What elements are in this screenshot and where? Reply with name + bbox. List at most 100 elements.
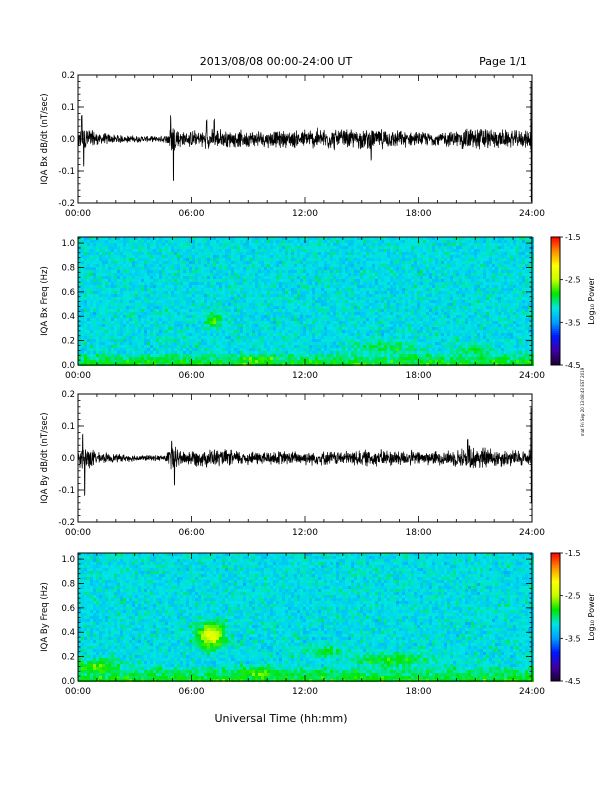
spectrogram-cell <box>336 306 339 309</box>
spectrogram-cell <box>354 255 357 258</box>
spectrogram-cell <box>360 267 363 270</box>
spectrogram-cell <box>315 249 318 252</box>
spectrogram-cell <box>249 255 252 258</box>
spectrogram-cell <box>270 309 273 312</box>
spectrogram-cell <box>159 258 162 261</box>
spectrogram-cell <box>360 288 363 291</box>
spectrogram-cell <box>93 288 96 291</box>
spectrogram-cell <box>357 324 360 327</box>
spectrogram-cell <box>231 306 234 309</box>
spectrogram-cell <box>240 294 243 297</box>
spectrogram-cell <box>123 291 126 294</box>
spectrogram-cell <box>357 348 360 351</box>
spectrogram-cell <box>294 318 297 321</box>
spectrogram-cell <box>330 300 333 303</box>
spectrogram-cell <box>153 297 156 300</box>
spectrogram-cell <box>306 351 309 354</box>
spectrogram-cell <box>309 348 312 351</box>
spectrogram-cell <box>180 318 183 321</box>
spectrogram-cell <box>225 270 228 273</box>
y-tick-label: 0.2 <box>61 71 75 81</box>
spectrogram-cell <box>231 309 234 312</box>
spectrogram-cell <box>339 246 342 249</box>
spectrogram-cell <box>210 309 213 312</box>
spectrogram-cell <box>210 276 213 279</box>
spectrogram-cell <box>345 279 348 282</box>
spectrogram-cell <box>99 324 102 327</box>
spectrogram-cell <box>267 303 270 306</box>
spectrogram-cell <box>291 264 294 267</box>
spectrogram-cell <box>390 309 393 312</box>
spectrogram-cell <box>375 279 378 282</box>
spectrogram-cell <box>348 252 351 255</box>
spectrogram-cell <box>399 261 402 264</box>
spectrogram-cell <box>129 354 132 357</box>
spectrogram-cell <box>165 297 168 300</box>
spectrogram-cell <box>270 318 273 321</box>
spectrogram-cell <box>240 243 243 246</box>
spectrogram-cell <box>132 285 135 288</box>
spectrogram-cell <box>402 339 405 342</box>
spectrogram-cell <box>396 321 399 324</box>
spectrogram-cell <box>87 333 90 336</box>
spectrogram-cell <box>264 261 267 264</box>
spectrogram-cell <box>141 339 144 342</box>
spectrogram-cell <box>237 354 240 357</box>
spectrogram-cell <box>408 321 411 324</box>
spectrogram-cell <box>318 237 321 240</box>
spectrogram-cell <box>297 318 300 321</box>
spectrogram-cell <box>249 312 252 315</box>
spectrogram-cell <box>186 258 189 261</box>
spectrogram-cell <box>249 333 252 336</box>
spectrogram-cell <box>222 327 225 330</box>
spectrogram-cell <box>78 264 81 267</box>
spectrogram-cell <box>312 318 315 321</box>
spectrogram-cell <box>93 267 96 270</box>
spectrogram-cell <box>240 315 243 318</box>
spectrogram-cell <box>309 306 312 309</box>
spectrogram-cell <box>99 330 102 333</box>
spectrogram-cell <box>87 321 90 324</box>
spectrogram-cell <box>96 273 99 276</box>
spectrogram-cell <box>150 336 153 339</box>
spectrogram-cell <box>225 330 228 333</box>
spectrogram-cell <box>159 291 162 294</box>
spectrogram-cell <box>402 345 405 348</box>
spectrogram-cell <box>93 240 96 243</box>
spectrogram-cell <box>84 297 87 300</box>
spectrogram-cell <box>201 297 204 300</box>
spectrogram-cell <box>255 237 258 240</box>
spectrogram-cell <box>213 330 216 333</box>
spectrogram-cell <box>87 348 90 351</box>
spectrogram-cell <box>282 306 285 309</box>
spectrogram-cell <box>315 318 318 321</box>
spectrogram-cell <box>393 315 396 318</box>
spectrogram-cell <box>150 324 153 327</box>
spectrogram-cell <box>108 294 111 297</box>
spectrogram-cell <box>144 285 147 288</box>
spectrogram-cell <box>123 360 126 363</box>
spectrogram-cell <box>183 318 186 321</box>
spectrogram-cell <box>246 357 249 360</box>
spectrogram-cell <box>171 357 174 360</box>
spectrogram-cell <box>177 348 180 351</box>
spectrogram-cell <box>306 354 309 357</box>
spectrogram-cell <box>150 255 153 258</box>
spectrogram-cell <box>357 273 360 276</box>
spectrogram-cell <box>210 330 213 333</box>
spectrogram-cell <box>192 315 195 318</box>
spectrogram-cell <box>96 279 99 282</box>
spectrogram-cell <box>309 252 312 255</box>
spectrogram-cell <box>351 324 354 327</box>
spectrogram-cell <box>240 303 243 306</box>
spectrogram-cell <box>198 267 201 270</box>
spectrogram-cell <box>258 240 261 243</box>
spectrogram-cell <box>405 261 408 264</box>
spectrogram-cell <box>297 276 300 279</box>
spectrogram-cell <box>117 270 120 273</box>
spectrogram-cell <box>81 291 84 294</box>
spectrogram-cell <box>174 297 177 300</box>
spectrogram-cell <box>180 342 183 345</box>
spectrogram-cell <box>357 291 360 294</box>
